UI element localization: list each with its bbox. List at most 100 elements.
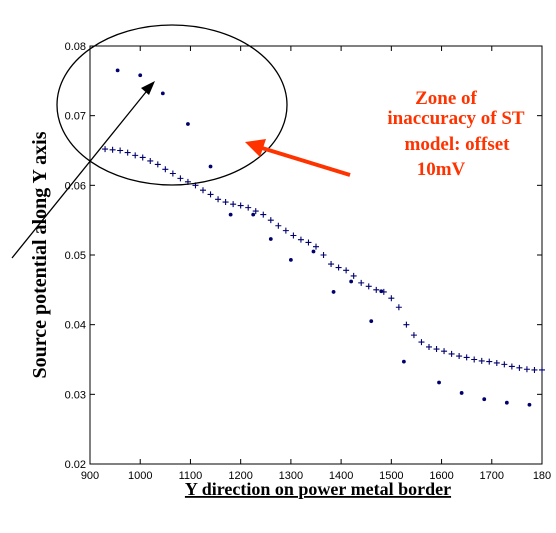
inaccuracy-zone-circle — [56, 24, 288, 186]
data-point-dot — [459, 391, 464, 395]
data-point-plus — [343, 267, 350, 274]
red-arrow-shaft — [261, 146, 351, 177]
data-point-dot — [379, 289, 384, 294]
axis-ticks: 900 1000 1100 1200 1300 1400 1500 1600 1700 180 0.… — [65, 41, 552, 482]
data-point-plus — [169, 170, 176, 177]
x-tick-label: 180 — [533, 470, 551, 482]
black-pointer-arrow — [11, 86, 151, 259]
data-point-dot — [251, 212, 256, 217]
y-tick-label: 0.06 — [65, 180, 86, 192]
y-axis-title: Source potential along Y axis — [29, 131, 51, 378]
data-point-dot — [437, 380, 441, 385]
data-point-plus — [350, 272, 357, 279]
annotation-line-1: Zone of — [415, 88, 477, 109]
annotation-line-2: inaccuracy of ST — [387, 108, 525, 129]
data-point-plus — [200, 187, 206, 194]
data-point-plus — [305, 239, 312, 246]
data-point-plus — [373, 286, 380, 293]
y-tick-label: 0.07 — [65, 111, 86, 123]
data-point-plus — [471, 356, 478, 363]
x-tick-label: 1100 — [179, 470, 203, 482]
black-arrowhead — [141, 81, 155, 95]
y-tick-label: 0.08 — [65, 41, 86, 53]
data-point-dot — [160, 91, 165, 96]
data-point-plus — [365, 283, 372, 290]
data-point-plus — [516, 364, 523, 371]
data-point-dot — [228, 212, 233, 217]
data-point-plus — [102, 146, 109, 153]
data-point-dot — [482, 397, 487, 402]
x-tick-label: 900 — [81, 470, 99, 482]
data-point-plus — [320, 252, 327, 258]
data-point-plus — [154, 161, 161, 168]
x-tick-label: 1200 — [228, 470, 252, 482]
annotation-line-3: model: offset — [405, 134, 511, 155]
data-point-plus — [410, 332, 417, 339]
annotation-line-4: 10mV — [417, 159, 466, 180]
data-point-dot — [401, 359, 406, 364]
data-point-dot — [331, 290, 336, 294]
data-point-plus — [260, 211, 267, 218]
data-point-dot — [208, 164, 213, 169]
data-point-plus — [395, 304, 402, 311]
data-point-plus — [426, 343, 432, 350]
x-tick-label: 1700 — [480, 470, 504, 482]
data-point-dot — [311, 249, 316, 254]
data-point-plus — [267, 217, 274, 224]
data-point-dot — [186, 122, 190, 126]
data-point-plus — [493, 359, 500, 366]
x-tick-label: 1600 — [429, 470, 453, 482]
data-point-dot — [349, 279, 354, 284]
data-point-plus — [463, 354, 470, 361]
data-point-plus — [139, 154, 146, 161]
data-point-plus — [388, 295, 395, 302]
data-point-plus — [222, 199, 229, 206]
data-point-plus — [237, 202, 244, 209]
data-point-plus — [486, 358, 493, 365]
data-point-plus — [215, 196, 222, 203]
data-point-plus — [478, 357, 485, 364]
data-point-plus — [403, 321, 410, 328]
data-point-plus — [335, 264, 342, 271]
data-point-plus — [290, 232, 297, 239]
data-point-dot — [268, 237, 273, 241]
data-point-plus — [245, 204, 252, 211]
data-point-plus — [297, 236, 304, 243]
data-point-plus — [441, 348, 448, 355]
data-point-plus — [433, 346, 440, 353]
data-point-plus — [117, 147, 124, 154]
data-point-plus — [177, 175, 184, 182]
plot-area — [89, 45, 543, 465]
data-point-plus — [539, 366, 545, 373]
x-tick-label: 1300 — [279, 470, 303, 482]
data-point-plus — [162, 166, 169, 173]
data-point-dot — [138, 73, 143, 78]
y-tick-label: 0.03 — [65, 389, 86, 401]
data-point-plus — [328, 261, 335, 268]
data-series — [102, 68, 545, 407]
data-point-plus — [275, 222, 282, 229]
y-tick-label: 0.05 — [65, 250, 86, 262]
x-axis-title: Y direction on power metal border — [185, 479, 451, 499]
data-point-plus — [358, 279, 365, 286]
data-point-plus — [456, 353, 463, 360]
data-point-plus — [501, 361, 508, 368]
y-tick-label: 0.04 — [65, 320, 86, 332]
data-point-plus — [147, 157, 154, 164]
data-point-plus — [124, 149, 131, 156]
x-tick-label: 1400 — [329, 470, 353, 482]
data-point-plus — [207, 191, 214, 198]
data-point-dot — [288, 257, 293, 262]
data-point-dot — [115, 68, 120, 73]
data-point-plus — [531, 366, 538, 373]
y-tick-label: 0.02 — [65, 459, 86, 471]
data-point-plus — [132, 152, 139, 159]
data-point-dot — [504, 400, 509, 405]
red-arrowhead — [245, 139, 266, 157]
data-point-plus — [282, 227, 289, 234]
data-point-plus — [508, 363, 515, 370]
x-tick-label: 1000 — [128, 470, 152, 482]
data-point-plus — [252, 208, 259, 215]
data-point-plus — [230, 201, 237, 208]
